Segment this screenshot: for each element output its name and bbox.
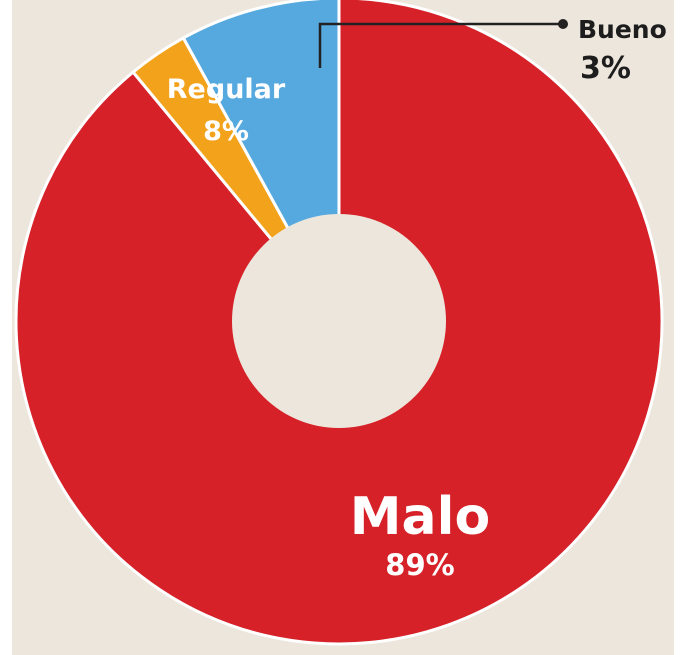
slice-value-malo: 89% <box>385 548 454 582</box>
slice-label-regular: Regular <box>167 74 286 105</box>
slice-value-regular: 8% <box>203 116 249 147</box>
slice-value-bueno: 3% <box>580 51 631 86</box>
bueno-leader-dot <box>558 19 568 29</box>
slice-label-malo: Malo <box>350 487 490 547</box>
slice-label-bueno: Bueno <box>578 15 667 44</box>
donut-hole <box>232 214 446 428</box>
bueno-leader-line <box>318 22 563 68</box>
